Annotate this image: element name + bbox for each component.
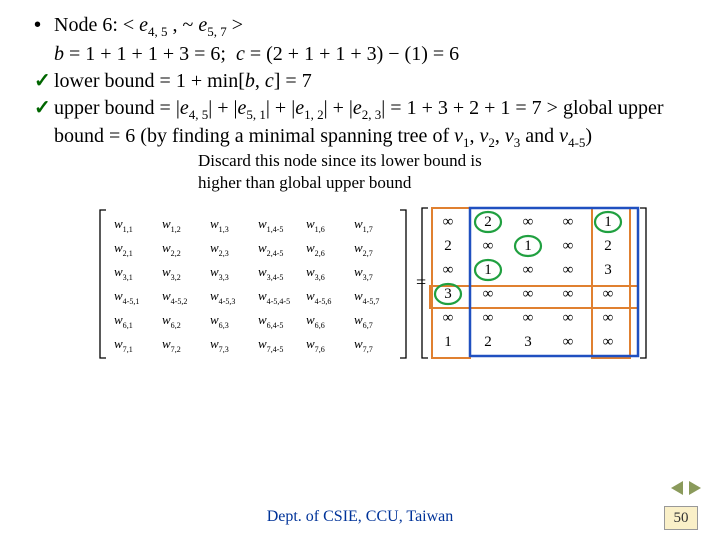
svg-text:=: = (416, 272, 426, 292)
svg-text:w7,1: w7,1 (114, 336, 133, 354)
svg-text:w6,4-5: w6,4-5 (258, 312, 283, 330)
svg-text:1: 1 (484, 262, 492, 278)
line-node: Node 6: < e4, 5 , ~ e5, 7 > (54, 12, 692, 41)
svg-text:∞: ∞ (603, 286, 614, 302)
svg-text:∞: ∞ (563, 238, 574, 254)
svg-text:w2,7: w2,7 (354, 240, 373, 258)
svg-text:w3,6: w3,6 (306, 264, 325, 282)
prev-arrow-icon[interactable] (671, 481, 683, 495)
svg-text:∞: ∞ (563, 334, 574, 350)
svg-text:3: 3 (604, 262, 612, 278)
svg-text:∞: ∞ (483, 238, 494, 254)
svg-text:w4-5,4-5: w4-5,4-5 (258, 288, 290, 306)
svg-text:w6,6: w6,6 (306, 312, 325, 330)
check-icon: ✓ (28, 95, 54, 122)
svg-text:w1,3: w1,3 (210, 216, 229, 234)
svg-text:∞: ∞ (523, 310, 534, 326)
nav-arrows (670, 481, 702, 500)
svg-text:w3,7: w3,7 (354, 264, 373, 282)
matrix-figure: w1,1 w1,2 w1,3 w1,4-5 w1,6 w1,7 w2,1 w2,2 w2,3 w2… (98, 204, 688, 394)
svg-text:1: 1 (604, 214, 612, 230)
svg-text:w1,4-5: w1,4-5 (258, 216, 283, 234)
svg-text:2: 2 (484, 334, 492, 350)
svg-text:∞: ∞ (603, 334, 614, 350)
svg-text:2: 2 (484, 214, 492, 230)
svg-text:∞: ∞ (563, 310, 574, 326)
svg-text:w4-5,7: w4-5,7 (354, 288, 379, 306)
svg-text:w1,6: w1,6 (306, 216, 325, 234)
svg-text:2: 2 (604, 238, 612, 254)
footer-dept: Dept. of CSIE, CCU, Taiwan (0, 508, 720, 526)
next-arrow-icon[interactable] (689, 481, 701, 495)
svg-text:w7,3: w7,3 (210, 336, 229, 354)
svg-text:∞: ∞ (563, 286, 574, 302)
svg-text:w1,1: w1,1 (114, 216, 133, 234)
svg-text:w6,7: w6,7 (354, 312, 373, 330)
svg-text:w6,3: w6,3 (210, 312, 229, 330)
svg-text:∞: ∞ (483, 286, 494, 302)
check-icon: ✓ (28, 68, 54, 95)
discard-note: Discard this node since its lower bound … (198, 150, 692, 194)
svg-text:2: 2 (444, 238, 452, 254)
svg-text:w2,2: w2,2 (162, 240, 181, 258)
svg-text:1: 1 (444, 334, 452, 350)
svg-text:w1,2: w1,2 (162, 216, 181, 234)
line-lower: lower bound = 1 + min[b, c] = 7 (54, 68, 692, 95)
svg-text:w7,4-5: w7,4-5 (258, 336, 283, 354)
svg-text:w7,2: w7,2 (162, 336, 181, 354)
svg-text:w4-5,3: w4-5,3 (210, 288, 235, 306)
svg-text:∞: ∞ (523, 214, 534, 230)
svg-text:w2,6: w2,6 (306, 240, 325, 258)
svg-text:w4-5,2: w4-5,2 (162, 288, 187, 306)
svg-text:w4-5,6: w4-5,6 (306, 288, 331, 306)
svg-text:w1,7: w1,7 (354, 216, 373, 234)
page-number: 50 (664, 506, 698, 530)
svg-text:∞: ∞ (483, 310, 494, 326)
svg-text:w3,1: w3,1 (114, 264, 133, 282)
svg-text:∞: ∞ (563, 262, 574, 278)
svg-text:w2,4-5: w2,4-5 (258, 240, 283, 258)
svg-text:w6,1: w6,1 (114, 312, 133, 330)
svg-text:∞: ∞ (603, 310, 614, 326)
svg-text:∞: ∞ (523, 262, 534, 278)
svg-text:w2,3: w2,3 (210, 240, 229, 258)
svg-text:∞: ∞ (563, 214, 574, 230)
svg-text:w7,7: w7,7 (354, 336, 373, 354)
svg-text:3: 3 (444, 286, 452, 302)
svg-text:3: 3 (524, 334, 532, 350)
line-bc: b = 1 + 1 + 1 + 3 = 6; c = (2 + 1 + 1 + … (54, 41, 692, 68)
svg-text:∞: ∞ (443, 310, 454, 326)
svg-text:∞: ∞ (443, 214, 454, 230)
svg-text:w3,4-5: w3,4-5 (258, 264, 283, 282)
bullet-dot: • (28, 12, 54, 39)
svg-text:w3,3: w3,3 (210, 264, 229, 282)
svg-text:w2,1: w2,1 (114, 240, 133, 258)
line-upper: upper bound = |e4, 5| + |e5, 1| + |e1, 2… (54, 95, 692, 152)
svg-text:∞: ∞ (523, 286, 534, 302)
svg-text:w7,6: w7,6 (306, 336, 325, 354)
svg-text:∞: ∞ (443, 262, 454, 278)
svg-text:w6,2: w6,2 (162, 312, 181, 330)
svg-text:w4-5,1: w4-5,1 (114, 288, 139, 306)
svg-text:1: 1 (524, 238, 532, 254)
svg-text:w3,2: w3,2 (162, 264, 181, 282)
